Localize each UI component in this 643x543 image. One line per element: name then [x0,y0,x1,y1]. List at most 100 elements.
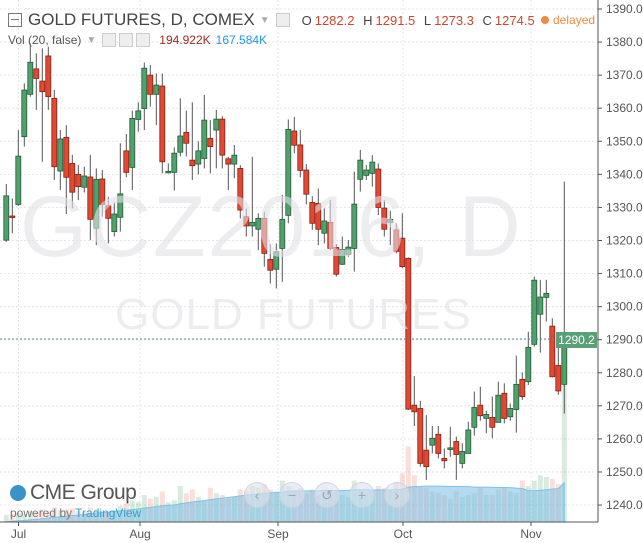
candle-down [453,441,460,455]
y-tick-label: 1340.0 [606,167,643,181]
candle-down [423,449,430,468]
y-tick-label: 1380.0 [606,35,643,49]
candle-down [399,237,406,268]
candle-up [339,249,346,265]
scroll-left-button[interactable]: ‹ [244,482,270,508]
candle-down [51,97,58,168]
candle-up [27,61,34,95]
candle-down [99,178,106,205]
volume-bar [33,512,39,522]
delayed-label: delayed [553,13,596,27]
candle-up [231,154,238,165]
volume-legend: Vol (20, false) ▼ 194.922K 167.584K [8,33,267,47]
candle-down [333,247,340,275]
status-dot-icon [541,16,549,24]
candle-up [351,203,358,249]
candle-up [459,451,466,464]
volume-bar [405,446,411,522]
symbol-title[interactable]: GOLD FUTURES, D, COMEX [28,10,255,29]
candle-down [519,378,526,397]
chevron-down-icon[interactable]: ▼ [259,14,270,26]
candle-up [195,150,202,165]
candle-up [387,218,394,223]
last-price-label: 1290.2 [556,332,597,348]
candle-down [435,433,442,454]
chevron-down-icon[interactable]: ▼ [86,34,97,46]
candle-down [147,74,154,95]
candle-up [81,175,88,188]
candle-up [171,152,178,173]
powered-by-text: powered by [10,506,73,520]
volume-bar [27,511,33,522]
tradingview-link[interactable]: TradingView [75,506,142,520]
volume-bar [57,510,63,522]
candle-up [153,84,160,95]
candle-up [3,195,10,241]
candle-down [207,137,214,147]
x-tick-label: Jul [11,527,26,541]
candle-down [555,365,562,392]
candle-up [483,414,490,419]
candle-down [315,203,322,230]
candle-down [75,173,82,187]
y-tick-label: 1300.0 [606,300,643,314]
candle-up [129,118,136,168]
collapse-icon[interactable] [8,13,22,27]
volume-title[interactable]: Vol (20, false) [8,33,82,47]
volume-bar [45,511,51,522]
volume-bar [3,514,9,522]
candle-down [63,136,70,178]
close-icon[interactable] [136,33,151,47]
x-tick-label: Sep [267,527,289,541]
candle-up [345,246,352,255]
volume-bar [63,509,69,522]
volume-bar [561,381,567,522]
candle-up [15,155,22,205]
ohlc-key: C [482,12,492,28]
candle-down [441,458,448,462]
ohlc-open: 1282.2 [314,12,355,28]
candle-up [177,135,184,153]
scroll-right-button[interactable]: › [384,482,410,508]
x-tick-label: Oct [394,527,413,541]
y-tick-label: 1240.0 [606,498,643,512]
zoom-out-button[interactable]: − [279,482,305,508]
candle-down [375,168,382,208]
candle-down [243,216,250,227]
candle-up [279,218,286,249]
candle-up [369,161,376,174]
candle-down [411,404,418,413]
zoom-in-button[interactable]: + [349,482,375,508]
candle-up [57,138,64,172]
reset-button[interactable]: ↺ [314,482,340,508]
y-tick-label: 1270.0 [606,399,643,413]
ohlc-low: 1273.3 [434,12,474,28]
ohlc-key: L [423,12,432,28]
ohlc-key: H [363,12,373,28]
hide-icon[interactable] [119,33,134,47]
candle-down [183,131,190,144]
candle-down [261,217,268,254]
candle-up [213,118,220,131]
y-tick-label: 1260.0 [606,432,643,446]
cme-tradingview-logo[interactable]: CME Group powered by TradingView [10,481,141,520]
settings-icon[interactable] [102,33,117,47]
candle-up [471,407,478,428]
settings-icon[interactable] [275,13,290,27]
candle-down [159,85,166,163]
y-tick-label: 1290.0 [606,333,643,347]
candle-up [249,221,256,227]
candle-up [447,447,454,450]
y-tick-label: 1330.0 [606,200,643,214]
candle-up [21,89,28,138]
candle-down [291,130,298,146]
candle-down [417,408,424,464]
y-tick-label: 1250.0 [606,465,643,479]
candle-down [237,167,244,211]
candle-down [33,68,40,79]
candle-down [87,176,94,220]
candle-down [381,207,388,230]
ohlc-values: O 1282.2 H 1291.5 L 1273.3 C 1274.5 [297,13,535,28]
watermark-name: GOLD FUTURES [115,290,472,339]
